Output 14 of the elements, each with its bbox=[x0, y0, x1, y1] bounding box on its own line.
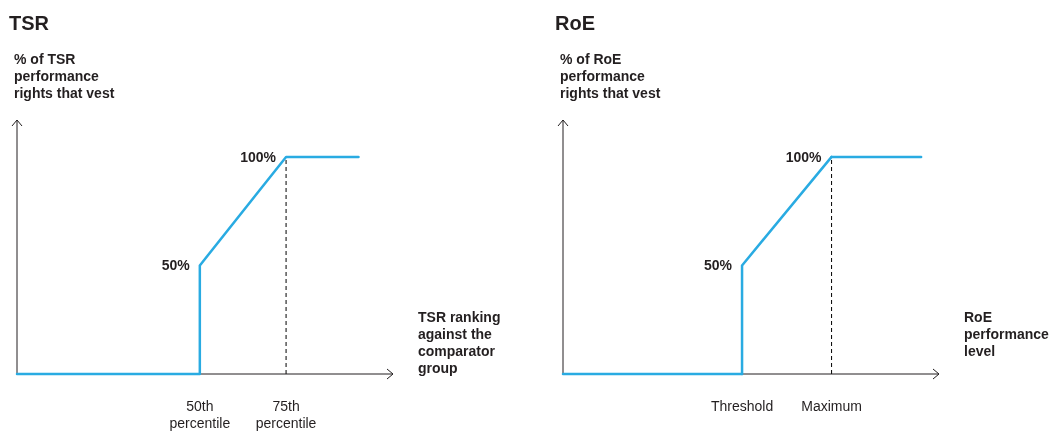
y-axis-title: % of TSR performance rights that vest bbox=[14, 51, 115, 101]
chart-title: TSR bbox=[9, 12, 50, 34]
data-label: 50% bbox=[161, 257, 191, 274]
data-label: 100% bbox=[240, 148, 277, 165]
chart-title: RoE bbox=[555, 12, 595, 34]
data-label: 100% bbox=[785, 148, 823, 165]
x-tick-label: Maximum bbox=[801, 398, 862, 414]
x-axis-title: TSR ranking against the comparator group bbox=[418, 309, 501, 376]
x-tick-label: 75th percentile bbox=[255, 398, 317, 431]
x-axis-title: RoE performance level bbox=[964, 309, 1050, 359]
y-axis-title: % of RoE performance rights that vest bbox=[560, 51, 661, 101]
x-tick-label: 50th percentile bbox=[169, 398, 231, 431]
data-label: 50% bbox=[704, 257, 733, 274]
x-tick-label: Threshold bbox=[710, 398, 774, 414]
